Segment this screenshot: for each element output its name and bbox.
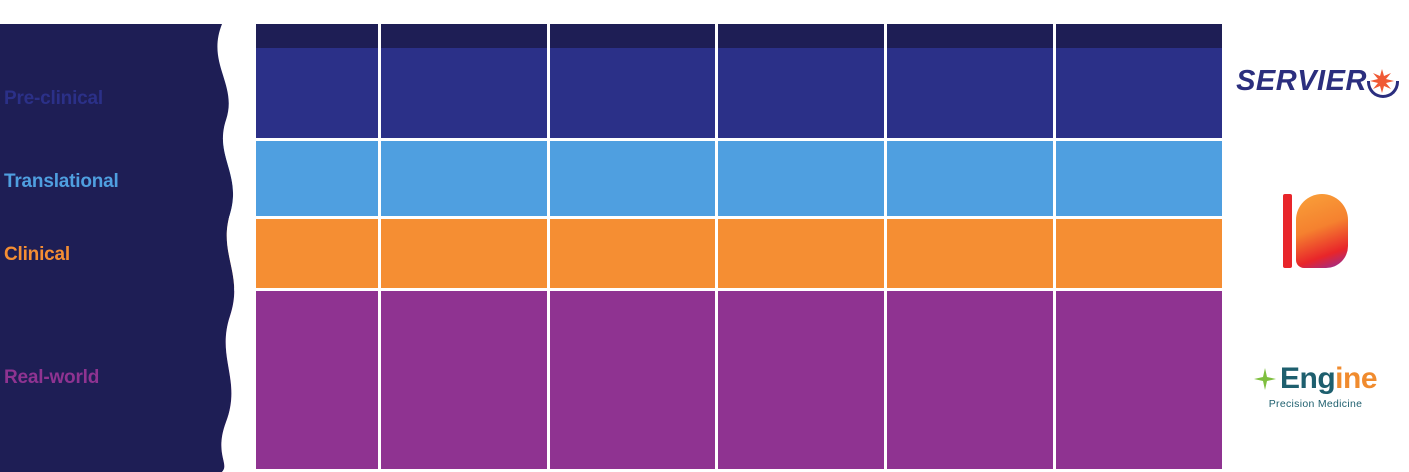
row-label-preclinical[interactable]: Pre-clinical [0, 54, 202, 144]
matrix-cell[interactable] [380, 219, 550, 291]
matrix-cell[interactable] [1056, 141, 1222, 219]
matrix-cell[interactable] [718, 141, 888, 219]
row-label-translational[interactable]: Translational [0, 144, 202, 220]
matrix-cell[interactable] [1056, 48, 1222, 141]
servier-swoosh-icon [1366, 81, 1399, 99]
content-matrix [212, 24, 1222, 472]
column-header [550, 24, 719, 48]
engine-word-part-one: Eng [1279, 361, 1336, 395]
matrix-cell[interactable] [549, 291, 719, 472]
engine-subtitle: Precision Medicine [1268, 397, 1363, 410]
matrix-header-row [212, 24, 1222, 48]
matrix-cell[interactable] [1056, 291, 1222, 472]
engine-logo: Engine Precision Medicine [1233, 321, 1398, 451]
servier-logo: SERVIER [1233, 21, 1399, 141]
red-bar-icon [1283, 193, 1292, 268]
matrix-cell[interactable] [718, 48, 888, 141]
row-label-text: Translational [4, 171, 119, 193]
row-label-text: Clinical [4, 244, 70, 266]
engine-logo-inner: Engine Precision Medicine [1253, 361, 1378, 410]
row-label-text: Pre-clinical [4, 88, 103, 110]
matrix-cell[interactable] [380, 141, 550, 219]
matrix-cell[interactable] [212, 48, 381, 141]
matrix-cell[interactable] [1056, 219, 1222, 291]
servier-wordmark: SERVIER [1236, 64, 1367, 97]
engine-word-part-two: ine [1335, 361, 1378, 395]
matrix-cell[interactable] [380, 48, 550, 141]
row-label-panel: Pre-clinical Translational Clinical Real… [0, 24, 212, 472]
servier-starburst-icon [1366, 68, 1399, 99]
column-header [381, 24, 550, 48]
column-header [212, 24, 381, 48]
matrix-cell[interactable] [887, 291, 1057, 472]
matrix-cell[interactable] [212, 141, 381, 219]
logo-rail: SERVIER [1222, 0, 1409, 472]
middle-partner-logo [1233, 156, 1398, 306]
column-header [1056, 24, 1222, 48]
matrix-cell[interactable] [549, 141, 719, 219]
matrix-cell[interactable] [549, 48, 719, 141]
matrix-row [212, 141, 1222, 219]
matrix-cell[interactable] [887, 48, 1057, 141]
row-label-realworld[interactable]: Real-world [0, 290, 202, 466]
matrix-cell[interactable] [887, 219, 1057, 291]
matrix-cell[interactable] [549, 219, 719, 291]
matrix-cell[interactable] [212, 219, 381, 291]
column-header [887, 24, 1057, 48]
row-label-clinical[interactable]: Clinical [0, 220, 202, 290]
spark-icon [1253, 367, 1276, 390]
middle-logo-mark [1283, 193, 1348, 268]
matrix-row [212, 48, 1222, 141]
engine-wordmark-row: Engine [1253, 361, 1378, 396]
engine-wordmark: Engine [1279, 361, 1378, 396]
column-header [718, 24, 888, 48]
matrix-cell[interactable] [380, 291, 550, 472]
matrix-cell[interactable] [718, 219, 888, 291]
row-label-text: Real-world [4, 367, 100, 389]
matrix-cell[interactable] [718, 291, 888, 472]
matrix-cell[interactable] [212, 291, 381, 472]
matrix-cell[interactable] [887, 141, 1057, 219]
matrix-row [212, 219, 1222, 291]
flame-icon [1296, 193, 1348, 268]
matrix-row [212, 291, 1222, 472]
legend-header-spacer [0, 30, 202, 54]
